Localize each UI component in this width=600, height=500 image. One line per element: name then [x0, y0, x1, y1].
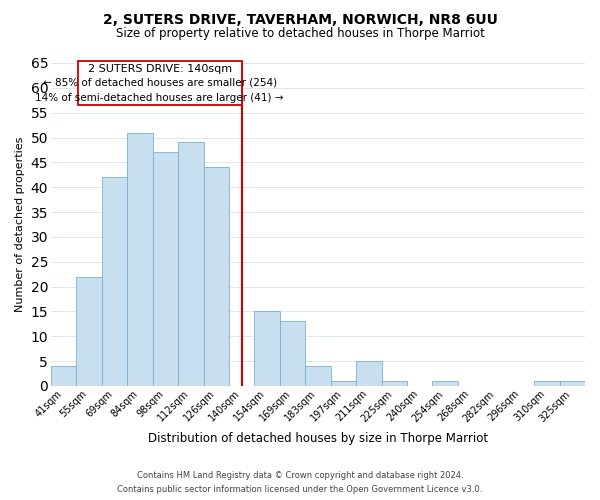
Bar — [560, 381, 585, 386]
Bar — [178, 142, 203, 386]
FancyBboxPatch shape — [77, 60, 242, 105]
Text: 14% of semi-detached houses are larger (41) →: 14% of semi-detached houses are larger (… — [35, 93, 284, 103]
Bar — [356, 361, 382, 386]
Bar — [152, 152, 178, 386]
Bar — [433, 381, 458, 386]
Text: 2, SUTERS DRIVE, TAVERHAM, NORWICH, NR8 6UU: 2, SUTERS DRIVE, TAVERHAM, NORWICH, NR8 … — [103, 12, 497, 26]
Bar — [331, 381, 356, 386]
Bar — [102, 178, 127, 386]
Bar — [76, 276, 102, 386]
Bar — [280, 322, 305, 386]
Y-axis label: Number of detached properties: Number of detached properties — [15, 137, 25, 312]
Text: Size of property relative to detached houses in Thorpe Marriot: Size of property relative to detached ho… — [116, 28, 484, 40]
Bar — [203, 168, 229, 386]
Bar — [127, 132, 152, 386]
Text: ← 85% of detached houses are smaller (254): ← 85% of detached houses are smaller (25… — [43, 78, 277, 88]
Text: 2 SUTERS DRIVE: 140sqm: 2 SUTERS DRIVE: 140sqm — [88, 64, 232, 74]
Bar — [51, 366, 76, 386]
Text: Contains HM Land Registry data © Crown copyright and database right 2024.
Contai: Contains HM Land Registry data © Crown c… — [118, 472, 482, 494]
X-axis label: Distribution of detached houses by size in Thorpe Marriot: Distribution of detached houses by size … — [148, 432, 488, 445]
Bar — [305, 366, 331, 386]
Bar — [254, 312, 280, 386]
Bar — [534, 381, 560, 386]
Bar — [382, 381, 407, 386]
